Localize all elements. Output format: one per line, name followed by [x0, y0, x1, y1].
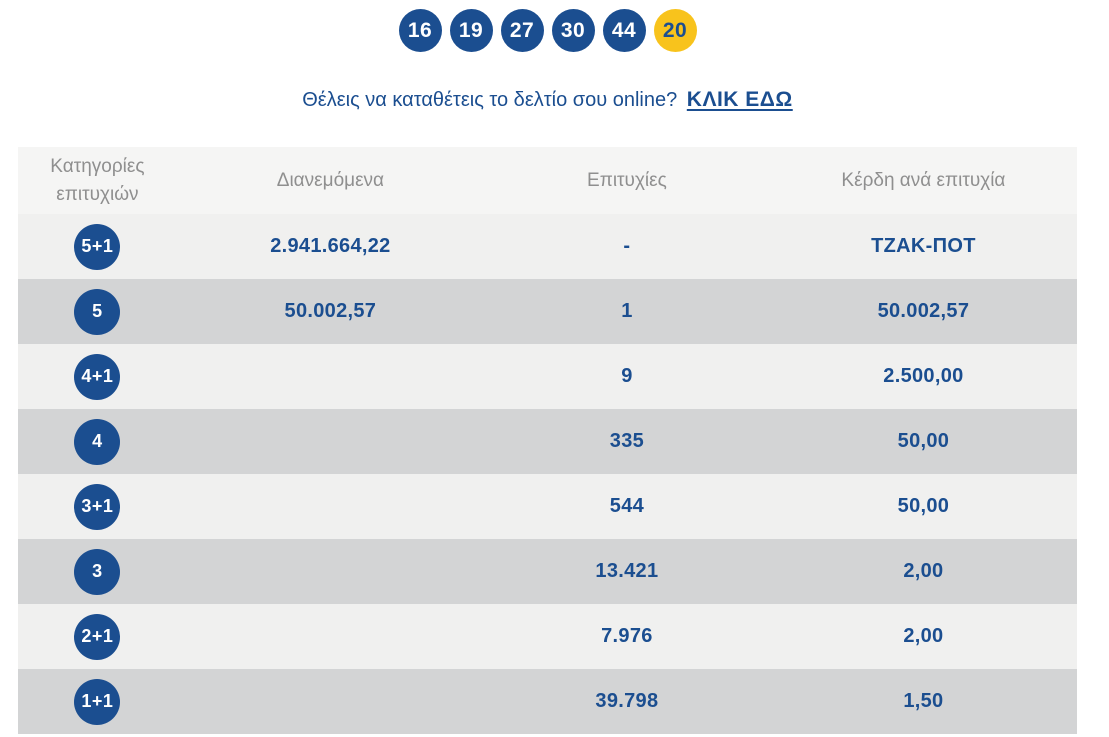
drawn-number-ball: 30: [551, 9, 595, 52]
category-cell: 3+1: [18, 483, 177, 530]
table-row: 5 50.002,57 1 50.002,57: [18, 279, 1077, 344]
promo-line: Θέλεις να καταθέτεις το δελτίο σου onlin…: [18, 88, 1077, 112]
results-table: Κατηγορίες επιτυχιών Διανεμόμενα Επιτυχί…: [18, 147, 1077, 734]
table-row: 2+1 7.976 2,00: [18, 604, 1077, 669]
winners-cell: 13.421: [595, 560, 659, 582]
winners-cell: 39.798: [595, 690, 659, 712]
promo-link[interactable]: ΚΛΙΚ ΕΔΩ: [686, 88, 793, 111]
table-row: 5+1 2.941.664,22 - ΤΖΑΚ-ΠΟΤ: [18, 214, 1077, 279]
prize-cell: 2,00: [903, 560, 944, 582]
prize-cell: 2.500,00: [883, 365, 964, 387]
winners-cell: 544: [609, 495, 645, 517]
winners-cell: -: [623, 235, 631, 257]
prize-cell: 50,00: [897, 495, 950, 517]
drawn-number-ball: 44: [602, 9, 646, 52]
bonus-number-ball: 20: [653, 9, 697, 52]
category-cell: 1+1: [18, 678, 177, 725]
table-header-row: Κατηγορίες επιτυχιών Διανεμόμενα Επιτυχί…: [18, 147, 1077, 214]
category-badge: 3: [74, 548, 121, 595]
col-header-prize: Κέρδη ανά επιτυχία: [841, 169, 1006, 191]
category-badge: 3+1: [74, 483, 121, 530]
category-badge: 4+1: [74, 353, 121, 400]
category-badge: 4: [74, 418, 121, 465]
table-row: 3+1 544 50,00: [18, 474, 1077, 539]
category-cell: 3: [18, 548, 177, 595]
drawn-number-ball: 19: [449, 9, 493, 52]
category-badge: 2+1: [74, 613, 121, 660]
table-row: 4+1 9 2.500,00: [18, 344, 1077, 409]
category-badge: 5: [74, 288, 121, 335]
prize-cell: ΤΖΑΚ-ΠΟΤ: [871, 235, 976, 257]
drawn-number-ball: 27: [500, 9, 544, 52]
promo-text: Θέλεις να καταθέτεις το δελτίο σου onlin…: [302, 89, 678, 111]
col-header-distributed: Διανεμόμενα: [276, 169, 385, 191]
prize-cell: 50.002,57: [877, 300, 970, 322]
winners-cell: 9: [621, 365, 633, 387]
col-header-category-label: Κατηγορίες επιτυχιών: [50, 155, 145, 205]
winners-cell: 335: [609, 430, 645, 452]
category-badge: 1+1: [74, 678, 121, 725]
category-badge: 5+1: [74, 223, 121, 270]
prize-cell: 50,00: [897, 430, 950, 452]
table-row: 4 335 50,00: [18, 409, 1077, 474]
col-header-winners: Επιτυχίες: [587, 169, 667, 191]
col-header-category: Κατηγορίες επιτυχιών: [18, 153, 177, 208]
drawn-number-ball: 16: [398, 9, 442, 52]
prize-cell: 2,00: [903, 625, 944, 647]
category-cell: 5: [18, 288, 177, 335]
winners-cell: 7.976: [601, 625, 653, 647]
category-cell: 2+1: [18, 613, 177, 660]
drawn-numbers-row: 16 19 27 30 44 20: [18, 0, 1077, 52]
distributed-cell: 2.941.664,22: [270, 235, 391, 257]
winners-cell: 1: [621, 300, 633, 322]
prize-cell: 1,50: [903, 690, 944, 712]
table-row: 3 13.421 2,00: [18, 539, 1077, 604]
category-cell: 4: [18, 418, 177, 465]
distributed-cell: 50.002,57: [284, 300, 377, 322]
table-row: 1+1 39.798 1,50: [18, 669, 1077, 734]
category-cell: 4+1: [18, 353, 177, 400]
category-cell: 5+1: [18, 223, 177, 270]
page-container: 16 19 27 30 44 20 Θέλεις να καταθέτεις τ…: [18, 0, 1077, 734]
